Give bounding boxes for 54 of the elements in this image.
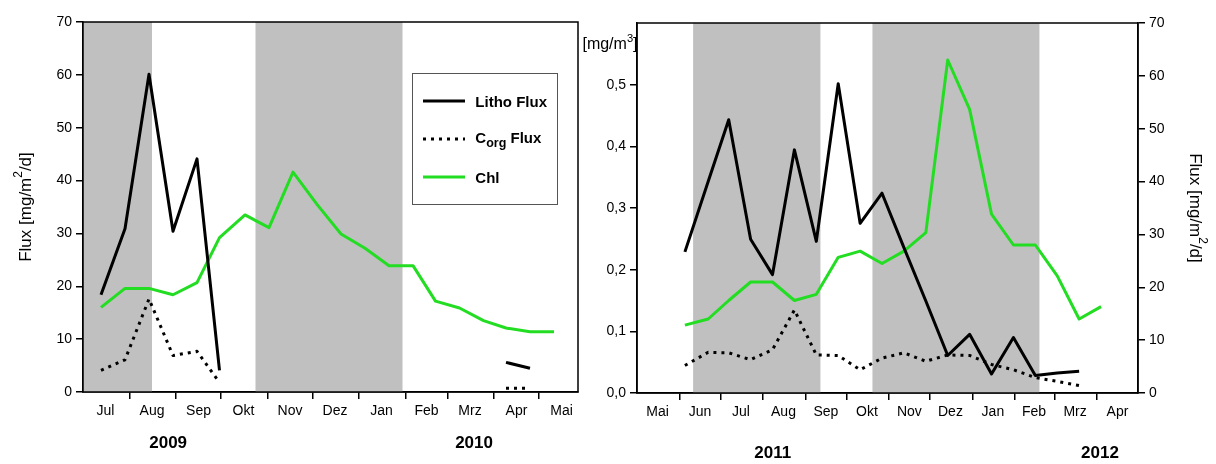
y-tick-label: 20 (56, 277, 73, 294)
legend-label: C$_{org}$ Flux (475, 128, 542, 150)
y2-tick-label: 40 (1149, 172, 1165, 189)
text: 2012 (1081, 442, 1119, 462)
x-tick-label: Aug (771, 403, 796, 420)
legend-label: Chl (475, 168, 500, 186)
y-tick-label: 40 (56, 171, 73, 188)
y-tick-label: 30 (56, 224, 73, 241)
y-tick-label: 0 (64, 382, 73, 399)
y-tick-label: 0,2 (606, 260, 627, 277)
x-tick-label: Mrz (458, 402, 482, 419)
x-tick-label: Mai (646, 403, 669, 420)
x-tick-label: Nov (277, 402, 303, 419)
x-tick-label: Dez (938, 403, 963, 420)
y-tick-label: 10 (56, 330, 73, 346)
y-tick-label: 0,1 (606, 322, 627, 339)
x-tick-label: Aug (139, 402, 165, 419)
y-tick-label: 50 (56, 118, 73, 135)
x-tick-label: Apr (505, 402, 528, 419)
x-tick-label: Dez (322, 402, 348, 419)
x-tick-label: Jun (688, 403, 712, 420)
y2-tick-label: 70 (1149, 13, 1165, 30)
x-tick-label: Okt (856, 403, 878, 420)
x-tick-label: Apr (1106, 403, 1129, 420)
text: 2011 (754, 442, 792, 462)
x-tick-label: Feb (414, 402, 439, 419)
y2-tick-label: 20 (1149, 278, 1165, 295)
x-tick-label: Jan (370, 402, 393, 419)
x-tick-label: Mrz (1063, 403, 1087, 420)
x-tick-label: Nov (896, 403, 922, 420)
x-tick-label: Okt (232, 402, 255, 419)
x-tick-label: Jul (96, 402, 115, 419)
y2-tick-label: 50 (1149, 119, 1165, 136)
x-tick-label: Jan (981, 403, 1005, 420)
x-tick-label: Sep (813, 403, 839, 420)
y2-tick-label: 0 (1149, 383, 1157, 400)
y-tick-label: 0,0 (606, 383, 627, 400)
x-tick-label: Sep (186, 402, 212, 419)
x-tick-label: Mai (550, 402, 573, 419)
x-tick-label: Feb (1021, 403, 1047, 420)
y-tick-label: 0,4 (606, 137, 627, 154)
y2-tick-label: 10 (1149, 331, 1165, 347)
y2-tick-label: 30 (1149, 225, 1165, 242)
y2-axis-title: Flux [mg/m2/d] (1186, 153, 1210, 263)
legend-label: Litho Flux (475, 92, 547, 110)
y2-tick-label: 60 (1149, 66, 1165, 83)
y-tick-label: 60 (56, 65, 73, 82)
text: 2010 (455, 432, 493, 452)
y-tick-label: 70 (56, 12, 73, 29)
y-axis-title: Flux [mg/m2/d] (11, 152, 35, 262)
text: 2009 (149, 432, 188, 452)
y-tick-label: 0,3 (606, 198, 627, 215)
x-tick-label: Jul (732, 403, 750, 420)
y-tick-label: 0,5 (606, 75, 627, 92)
